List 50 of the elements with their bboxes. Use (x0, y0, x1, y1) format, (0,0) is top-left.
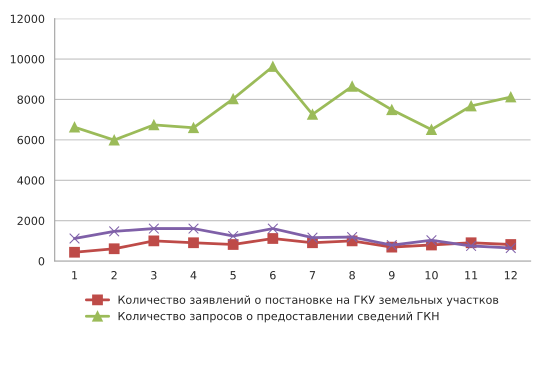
x-tick-label: 3 (151, 271, 156, 280)
point (267, 233, 278, 244)
point (228, 230, 239, 242)
x-tick-label: 8 (349, 271, 355, 280)
point (69, 233, 80, 244)
legend-label: Количество запросов о предоставлении сведений ГКН (118, 312, 438, 322)
point (426, 234, 437, 246)
point (307, 232, 318, 244)
x-tick-label: 7 (310, 271, 316, 280)
y-tick-label: 8000 (17, 95, 44, 104)
x-tick-label: 2 (111, 271, 117, 280)
point (466, 100, 476, 112)
point (108, 243, 120, 254)
point (148, 223, 160, 234)
point (148, 236, 160, 246)
point (267, 223, 278, 234)
x-tick-label: 12 (504, 271, 517, 280)
x-tick-label: 5 (230, 271, 236, 280)
y-tick-label: 4000 (17, 176, 44, 185)
point (267, 61, 278, 72)
point (228, 239, 239, 250)
point (228, 93, 239, 104)
point (108, 134, 120, 146)
x-tick-label: 6 (270, 271, 276, 280)
point (466, 240, 476, 252)
x-tick-label: 9 (388, 271, 395, 280)
point (188, 237, 199, 248)
point (346, 232, 358, 242)
point (69, 122, 80, 133)
point (426, 124, 437, 135)
point (505, 92, 516, 102)
y-tick-label: 0 (38, 257, 44, 266)
y-tick-label: 12000 (10, 14, 44, 24)
x-tick-label: 11 (465, 271, 478, 280)
point (188, 122, 199, 134)
y-tick-label: 6000 (17, 136, 44, 144)
point (148, 120, 160, 130)
y-tick-label: 10000 (10, 55, 44, 64)
point (505, 242, 516, 254)
point (386, 104, 398, 116)
point (188, 223, 199, 234)
point (307, 109, 318, 120)
y-tick-label: 2000 (18, 216, 44, 226)
legend-label: Количество заявлений о постановке на ГКУ земельных участков (118, 295, 498, 306)
point (69, 246, 80, 258)
point (346, 80, 358, 92)
x-tick-label: 1 (72, 271, 78, 280)
point (108, 226, 120, 237)
x-tick-label: 10 (426, 271, 438, 280)
x-tick-label: 4 (190, 271, 196, 280)
